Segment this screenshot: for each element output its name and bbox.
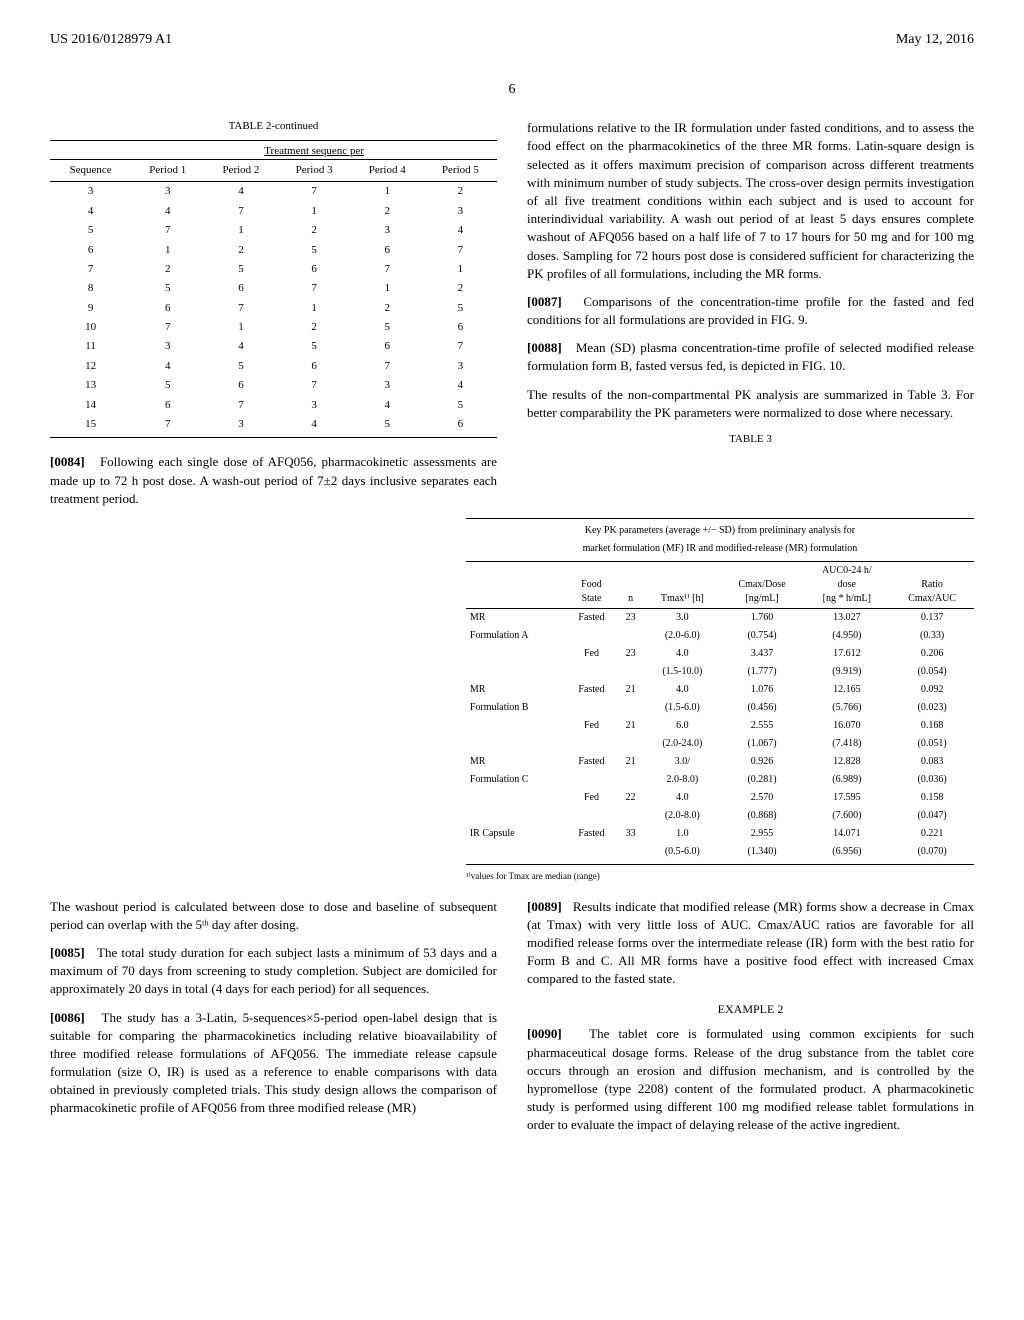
para-0086: [0086] The study has a 3-Latin, 5-sequen…	[50, 1009, 497, 1118]
table-row: 856712	[50, 279, 497, 298]
table-row: 1134567	[50, 337, 497, 356]
table-row: 571234	[50, 221, 497, 240]
para-0084: [0084] Following each single dose of AFQ…	[50, 453, 497, 508]
header-left: US 2016/0128979 A1	[50, 30, 172, 50]
table-row: Formulation A(2.0-6.0)(0.754)(4.950)(0.3…	[466, 627, 974, 645]
table-row: 725671	[50, 260, 497, 279]
table2-title: TABLE 2-continued	[50, 119, 497, 134]
table-row: 447123	[50, 202, 497, 221]
header-right: May 12, 2016	[896, 30, 974, 50]
bottom-left: The washout period is calculated between…	[50, 898, 497, 1145]
table-row: Formulation B(1.5-6.0)(0.456)(5.766)(0.0…	[466, 699, 974, 717]
table-row: IR CapsuleFasted331.02.95514.0710.221	[466, 825, 974, 843]
table-row: (2.0-24.0)(1.067)(7.418)(0.051)	[466, 735, 974, 753]
right-column: formulations relative to the IR formulat…	[527, 119, 974, 518]
bottom-right: [0089] Results indicate that modified re…	[527, 898, 974, 1145]
page-header: US 2016/0128979 A1 May 12, 2016	[50, 30, 974, 50]
table-row: 1356734	[50, 376, 497, 395]
para-0089: [0089] Results indicate that modified re…	[527, 898, 974, 989]
right-top-para: formulations relative to the IR formulat…	[527, 119, 974, 283]
page-number: 6	[50, 80, 974, 100]
table-row: 1071256	[50, 318, 497, 337]
bottom-columns: The washout period is calculated between…	[50, 898, 974, 1145]
main-columns: TABLE 2-continued Treatment sequenc per …	[50, 119, 974, 518]
para-0088-after: The results of the non-compartmental PK …	[527, 386, 974, 422]
para-0085: [0085] The total study duration for each…	[50, 944, 497, 999]
table3-container: Key PK parameters (average +/− SD) from …	[466, 518, 974, 883]
para-0087: [0087] Comparisons of the concentration-…	[527, 293, 974, 329]
table-row: 1467345	[50, 396, 497, 415]
table-row: (0.5-6.0)(1.340)(6.956)(0.070)	[466, 843, 974, 865]
table3: Key PK parameters (average +/− SD) from …	[466, 518, 974, 865]
example-2-title: EXAMPLE 2	[527, 1001, 974, 1018]
table-row: (2.0-8.0)(0.868)(7.600)(0.047)	[466, 807, 974, 825]
table-row: 334712	[50, 182, 497, 202]
table-row: Fed216.02.55516.0700.168	[466, 717, 974, 735]
para-0088: [0088] Mean (SD) plasma concentration-ti…	[527, 339, 974, 375]
table-row: 612567	[50, 241, 497, 260]
para-0090: [0090] The tablet core is formulated usi…	[527, 1025, 974, 1134]
table-row: (1.5-10.0)(1.777)(9.919)(0.054)	[466, 663, 974, 681]
table-row: 1573456	[50, 415, 497, 438]
table-row: MRFasted213.0/0.92612.8280.083	[466, 753, 974, 771]
table3-footnote: ¹⁾values for Tmax are median (range)	[466, 870, 974, 883]
table2-subtitle: Treatment sequenc per	[131, 140, 497, 159]
table-row: Fed234.03.43717.6120.206	[466, 645, 974, 663]
table-row: MRFasted233.01.76013.0270.137	[466, 609, 974, 628]
table2-header-row: Sequence Period 1 Period 2 Period 3 Peri…	[50, 159, 497, 181]
table-row: 1245673	[50, 357, 497, 376]
washout-para: The washout period is calculated between…	[50, 898, 497, 934]
left-column: TABLE 2-continued Treatment sequenc per …	[50, 119, 497, 518]
table-row: Formulation C2.0-8.0)(0.281)(6.989)(0.03…	[466, 771, 974, 789]
table-row: 967125	[50, 299, 497, 318]
table2: Treatment sequenc per Sequence Period 1 …	[50, 140, 497, 439]
table3-label: TABLE 3	[527, 432, 974, 447]
table-row: Fed224.02.57017.5950.158	[466, 789, 974, 807]
table-row: MRFasted214.01.07612.1650.092	[466, 681, 974, 699]
